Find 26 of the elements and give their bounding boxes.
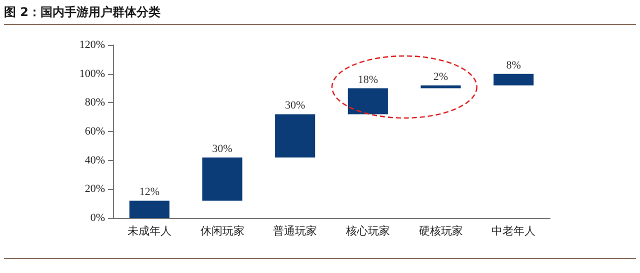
data-label: 30%	[212, 142, 232, 155]
x-tick-label: 核心玩家	[344, 224, 390, 238]
y-tick-label: 60%	[84, 126, 105, 138]
bar	[129, 200, 170, 218]
bar	[348, 88, 388, 114]
chart-title: 图 2：国内手游用户群体分类	[4, 4, 636, 25]
bar	[202, 157, 242, 201]
data-label: 18%	[358, 74, 378, 86]
x-tick-label: 休闲玩家	[200, 224, 244, 238]
bar	[420, 85, 461, 88]
bar	[494, 74, 534, 86]
y-tick-label: 100%	[79, 68, 105, 80]
x-tick-label: 未成年人	[127, 224, 172, 238]
y-tick-label: 120%	[79, 39, 105, 51]
y-tick-label: 0%	[90, 212, 105, 224]
y-tick-label: 80%	[84, 96, 105, 109]
data-label: 12%	[139, 186, 160, 198]
x-tick-label: 中老年人	[492, 224, 536, 238]
x-tick-label: 普通玩家	[273, 224, 318, 238]
data-label: 2%	[433, 70, 448, 83]
data-label: 30%	[284, 100, 306, 112]
y-tick-label: 20%	[84, 183, 105, 196]
x-tick-label: 硬核玩家	[418, 224, 463, 238]
y-tick-label: 40%	[84, 154, 105, 166]
data-label: 8%	[506, 59, 521, 72]
bar	[275, 114, 316, 158]
